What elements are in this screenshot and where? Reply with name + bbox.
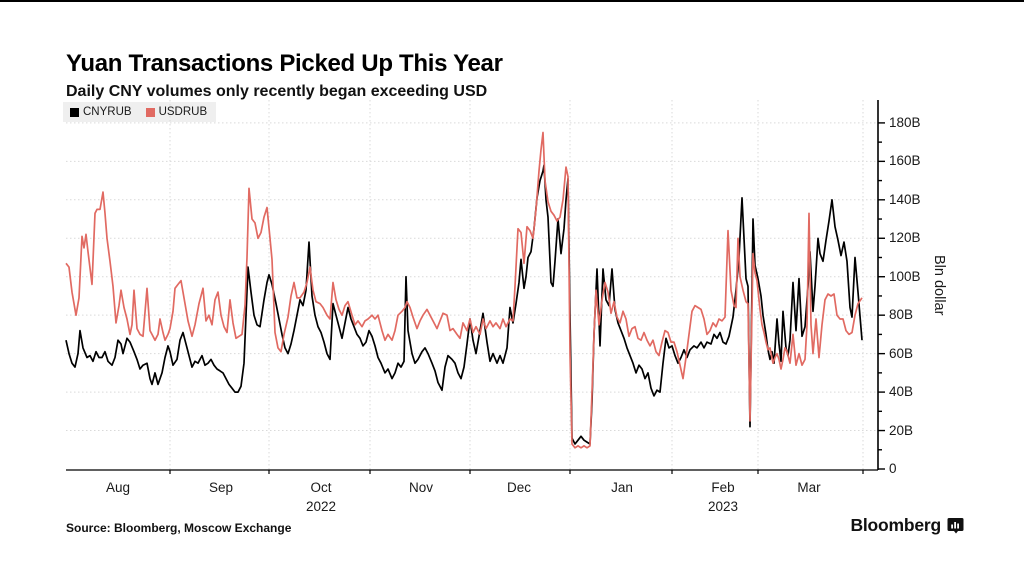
chart-subtitle: Daily CNY volumes only recently began ex… [66, 83, 488, 101]
series-line-usdrub [65, 131, 863, 449]
legend-label: CNYRUB [83, 106, 132, 118]
x-tick-label: Oct [310, 480, 332, 495]
chart-legend: CNYRUB USDRUB [63, 102, 217, 122]
series-line-cnyrub [65, 164, 863, 445]
legend-swatch-icon [145, 107, 155, 117]
x-tick-label: Nov [408, 480, 433, 495]
y-tick-label: 80B [889, 307, 914, 323]
y-tick-label: 120B [889, 230, 921, 246]
y-tick-label: 100B [889, 268, 921, 284]
x-tick-year-label: 2022 [305, 499, 337, 514]
x-tick-label: Dec [506, 480, 531, 495]
legend-item-cnyrub: CNYRUB [70, 106, 132, 118]
x-tick-year-label: 2023 [707, 499, 739, 514]
legend-swatch-icon [70, 107, 79, 117]
y-axis-title: Bln dollar [931, 254, 947, 316]
y-tick-label: 140B [889, 191, 921, 207]
y-tick-label: 160B [889, 153, 921, 169]
y-tick-label: 20B [889, 422, 914, 438]
x-tick-label: Sep [208, 480, 234, 495]
x-tick-label: Mar [797, 480, 821, 495]
bloomberg-wordmark: Bloomberg [850, 515, 941, 535]
top-border-rule [0, 0, 1024, 2]
legend-item-usdrub: USDRUB [145, 106, 208, 118]
bloomberg-chart-bubble-icon [947, 518, 964, 534]
x-tick-label: Jan [611, 480, 633, 495]
y-axis-title-wrap: Bln dollar [931, 100, 947, 470]
x-tick-label: Feb [711, 480, 735, 495]
y-tick-label: 180B [889, 114, 921, 130]
source-note: Source: Bloomberg, Moscow Exchange [66, 521, 292, 535]
page-title: Yuan Transactions Picked Up This Year [66, 50, 503, 78]
y-tick-label: 0 [889, 461, 897, 476]
x-tick-label: Aug [105, 480, 131, 495]
bloomberg-logo: Bloomberg [850, 515, 964, 536]
y-tick-label: 60B [889, 345, 914, 361]
legend-label: USDRUB [158, 106, 208, 118]
y-tick-label: 40B [889, 384, 914, 400]
